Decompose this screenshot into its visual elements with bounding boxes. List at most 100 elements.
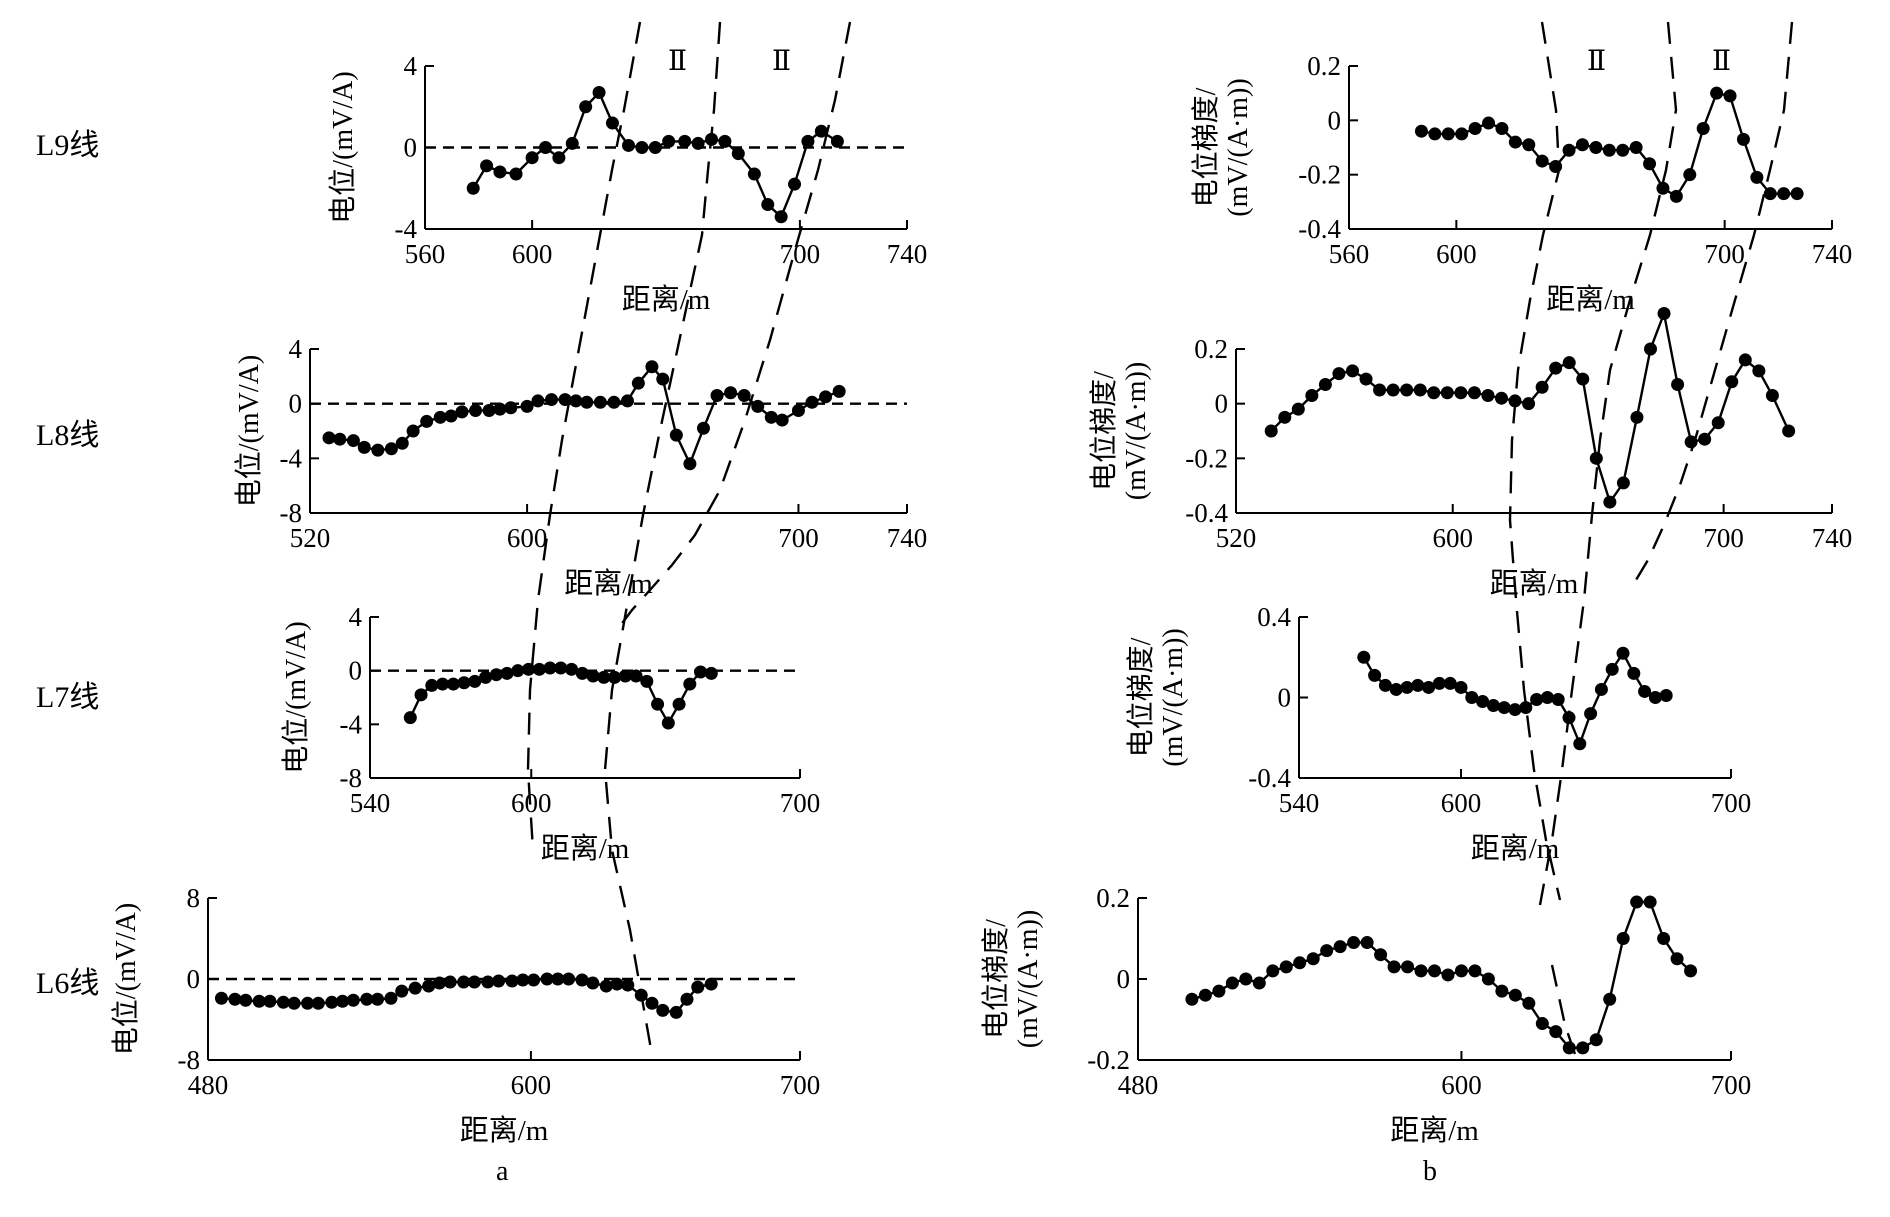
data-point [360, 992, 374, 1006]
data-point [1535, 1017, 1549, 1031]
data-point [1440, 386, 1454, 400]
panel-label-a: a [496, 1156, 509, 1187]
y-tick-label: -8 [280, 498, 303, 528]
data-point [1535, 154, 1549, 168]
data-point [420, 414, 434, 428]
data-point [1630, 895, 1644, 909]
data-point [443, 975, 457, 989]
data-point [1535, 380, 1549, 394]
y-axis-label: 电位/(mV/A) [280, 621, 312, 773]
data-point [525, 151, 539, 165]
y-tick-label: 0.2 [1096, 883, 1130, 913]
x-tick-label: 700 [1711, 788, 1752, 818]
chart-b-L8: 520 600 700 740 0.2 0 -0.2 -0.4 距离/m 电位梯度/(mV/(A·… [1088, 306, 1852, 600]
series-line [328, 364, 840, 467]
data-point [1763, 187, 1777, 201]
data-point [287, 996, 301, 1010]
data-point [1657, 932, 1671, 945]
data-point [669, 1005, 683, 1019]
data-point [1252, 976, 1266, 990]
x-tick-label: 600 [1432, 523, 1473, 553]
x-tick-label: 740 [887, 523, 928, 553]
data-point [1684, 964, 1698, 978]
data-point [1468, 964, 1482, 978]
data-point [1616, 646, 1630, 660]
data-point [599, 979, 613, 993]
x-tick-label: 540 [1279, 788, 1320, 818]
data-point [1494, 391, 1508, 405]
data-point [592, 85, 606, 99]
y-tick-label: 0 [1215, 389, 1229, 419]
data-point [575, 973, 589, 987]
x-axis-label: 距离/m [622, 283, 711, 316]
y-tick-label: 0.2 [1194, 334, 1228, 364]
data-point [1374, 948, 1388, 962]
data-point [1389, 682, 1403, 696]
data-point [1519, 701, 1533, 715]
y-tick-label: 0.2 [1307, 51, 1341, 81]
y-axis-label: (mV/(A·m)) [1121, 362, 1152, 500]
data-point [433, 410, 447, 424]
data-point [1266, 964, 1280, 978]
chart-a-L9: 560 600 700 740 4 0 -4 距离/m 电位/(mV/A) [327, 51, 927, 316]
data-point [1359, 372, 1373, 386]
x-axis-label: 距离/m [460, 1114, 549, 1147]
y-tick-label: 4 [289, 334, 303, 364]
x-tick-label: 600 [1436, 239, 1477, 269]
data-point [1659, 688, 1673, 702]
x-tick-label: 600 [507, 523, 548, 553]
data-point [481, 975, 495, 989]
y-tick-label: 0 [187, 964, 201, 994]
data-point [635, 141, 649, 154]
data-point [554, 661, 568, 675]
data-point [1185, 992, 1199, 1006]
data-point [276, 995, 290, 1009]
row-label-l6: L6线 [36, 967, 100, 1000]
data-point [645, 360, 659, 374]
zone-boundary-dashed-line [1538, 21, 1678, 906]
y-tick-label: 0.4 [1257, 602, 1291, 632]
data-point [1711, 416, 1725, 430]
data-point [1378, 678, 1392, 692]
data-point [1320, 944, 1334, 958]
data-point [1454, 680, 1468, 694]
data-point [1594, 682, 1608, 696]
data-point [565, 136, 579, 150]
x-axis-label: 距离/m [1546, 283, 1635, 316]
data-point [1279, 960, 1293, 974]
series-line [1191, 900, 1692, 1050]
data-point [1638, 684, 1652, 698]
data-point [710, 388, 724, 402]
data-point [469, 404, 483, 417]
data-point [1454, 386, 1468, 400]
data-point [1432, 676, 1446, 690]
data-point [1508, 135, 1522, 149]
data-point [819, 390, 833, 404]
data-point [620, 394, 634, 408]
data-point [532, 662, 546, 676]
data-point [607, 395, 621, 409]
data-point [1508, 703, 1522, 717]
x-tick-label: 700 [778, 523, 819, 553]
data-point [1443, 676, 1457, 690]
data-point [1698, 432, 1712, 446]
data-point [1630, 410, 1644, 424]
data-point [593, 395, 607, 409]
data-point [678, 134, 692, 148]
data-point [579, 100, 593, 114]
series-line [1362, 650, 1667, 748]
data-point [622, 138, 636, 152]
data-point [1411, 678, 1425, 692]
data-point [1522, 397, 1536, 411]
y-axis-label: (mV/(A·m)) [1158, 628, 1189, 766]
data-point [511, 664, 525, 678]
data-point [1333, 940, 1347, 954]
data-point [493, 402, 507, 416]
data-point [1629, 141, 1643, 154]
data-point [1605, 662, 1619, 676]
data-point [1481, 972, 1495, 986]
data-point [322, 431, 336, 445]
